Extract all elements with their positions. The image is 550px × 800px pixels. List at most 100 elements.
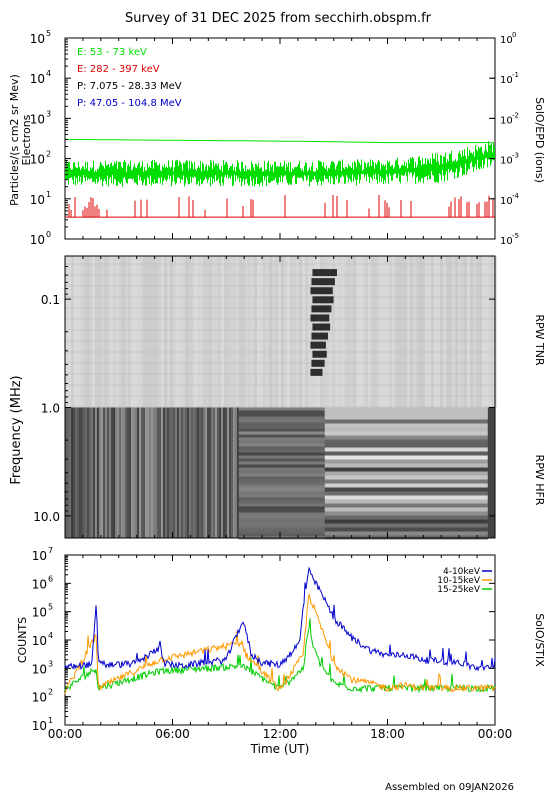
rpw-hfr-band [238,425,325,429]
rpw-tnr-stripe [332,256,335,408]
rpw-tnr-stripe [122,256,125,408]
rpw-tnr-stripe [194,256,197,408]
rpw-hfr-stripe [217,407,219,538]
rpw-hfr-band [238,446,325,450]
rpw-tnr-stripe [365,256,368,408]
rpw-hfr-stripe [175,407,177,538]
stix-xtick-label: 00:00 [48,727,83,741]
rpw-hfr-stripe [179,407,181,538]
rpw-hfr-stripe [113,407,115,538]
rpw-tnr-stripe [314,256,317,408]
rpw-tnr-stripe [410,256,413,408]
rpw-hfr-band [238,458,325,462]
rpw-tnr-stripe [425,256,428,408]
rpw-tnr-stripe [212,256,215,408]
rpw-tnr-stripe [440,256,443,408]
rpw-tnr-stripe [293,256,296,408]
epd-ytick-exponent: 1 [46,190,51,199]
rpw-hfr-band [238,533,325,537]
rpw-tnr-stripe [227,256,230,408]
rpw-hfr-stripe [215,407,217,538]
rpw-burst-stripe [311,332,329,340]
rpw-tnr-stripe [305,256,308,408]
rpw-tnr-stripe [392,256,395,408]
stix-xtick-label: 00:00 [478,727,513,741]
rpw-hfr-stripe [123,407,125,538]
rpw-tnr-stripe [233,256,236,408]
rpw-tnr-stripe [323,256,326,408]
rpw-hfr-stripe [227,407,229,538]
epd-ytick-exponent: 3 [46,109,51,118]
rpw-hfr-stripe [233,407,235,538]
rpw-tnr-stripe [173,256,176,408]
epd-legend: E: 53 - 73 keV E: 282 - 397 keV P: 7.075 -… [77,47,182,109]
stix-ytick-exponent: 6 [48,574,53,583]
rpw-hfr-band2 [324,415,488,420]
rpw-hfr-stripe [103,407,105,538]
rpw-tnr-stripe [464,256,467,408]
rpw-hfr-stripe [105,407,107,538]
rpw-tnr-stripe [164,256,167,408]
rpw-tnr-stripe [272,256,275,408]
rpw-hfr-stripe [91,407,93,538]
rpw-tnr-stripe [341,256,344,408]
rpw-hfr-band [238,455,325,459]
rpw-hfr-band [238,467,325,471]
rpw-hfr-band [238,464,325,468]
rpw-panel: 0.1 1.0 10.0 Frequency (MHz) RPW TNR RPW H… [9,255,546,540]
rpw-tnr-stripe [413,256,416,408]
rpw-hfr-stripe [79,407,81,538]
rpw-tnr-stripe [275,256,278,408]
rpw-hfr-band2 [324,467,488,472]
rpw-tnr-stripe [134,256,137,408]
rpw-tnr-stripe [107,256,110,408]
rpw-hfr-band [238,494,325,498]
rpw-hfr-stripe [181,407,183,538]
rpw-hfr-band [238,413,325,417]
rpw-burst-stripe [310,287,333,295]
rpw-hfr-stripe [77,407,79,538]
rpw-tnr-stripe [200,256,203,408]
rpw-tnr-stripe [344,256,347,408]
rpw-hfr-band2 [324,435,488,440]
rpw-tnr-stripe [161,256,164,408]
rpw-hfr-band2 [324,459,488,464]
rpw-hfr-stripe [95,407,97,538]
rpw-hfr-band [238,485,325,489]
rpw-hfr-band [238,407,325,411]
rpw-hfr-band [238,527,325,531]
rpw-tnr-stripe [176,256,179,408]
rpw-hfr-band2 [324,443,488,448]
rpw-tnr-stripe [383,256,386,408]
rpw-hfr-stripe [145,407,147,538]
rpw-hfr-band [238,488,325,492]
rpw-hfr-stripe [209,407,211,538]
rpw-tnr-stripe [350,256,353,408]
rpw-hfr-band [238,515,325,519]
rpw-hfr-band [238,482,325,486]
rpw-hfr-stripe [129,407,131,538]
rpw-tnr-stripe [269,256,272,408]
rpw-hfr-stripe [131,407,133,538]
rpw-tnr-stripe [98,256,101,408]
rpw-hfr-band [238,518,325,522]
rpw-hfr-stripe [187,407,189,538]
rpw-hfr-band [238,506,325,510]
rpw-tnr-stripe [158,256,161,408]
rpw-tnr-stripe [407,256,410,408]
rpw-tnr-stripe [125,256,128,408]
rpw-hfr-band [238,473,325,477]
rpw-tnr-stripe [242,256,245,408]
rpw-tnr-stripe [479,256,482,408]
stix-ylabel: COUNTS [16,617,29,663]
rpw-hfr-stripe [93,407,95,538]
rpw-hfr-band [238,512,325,516]
rpw-tnr-stripe [143,256,146,408]
rpw-hfr-band2 [324,499,488,504]
rpw-hfr-band2 [324,427,488,432]
rpw-hfr-stripe [111,407,113,538]
rpw-hfr-stripe [151,407,153,538]
rpw-hfr-band2 [324,491,488,496]
